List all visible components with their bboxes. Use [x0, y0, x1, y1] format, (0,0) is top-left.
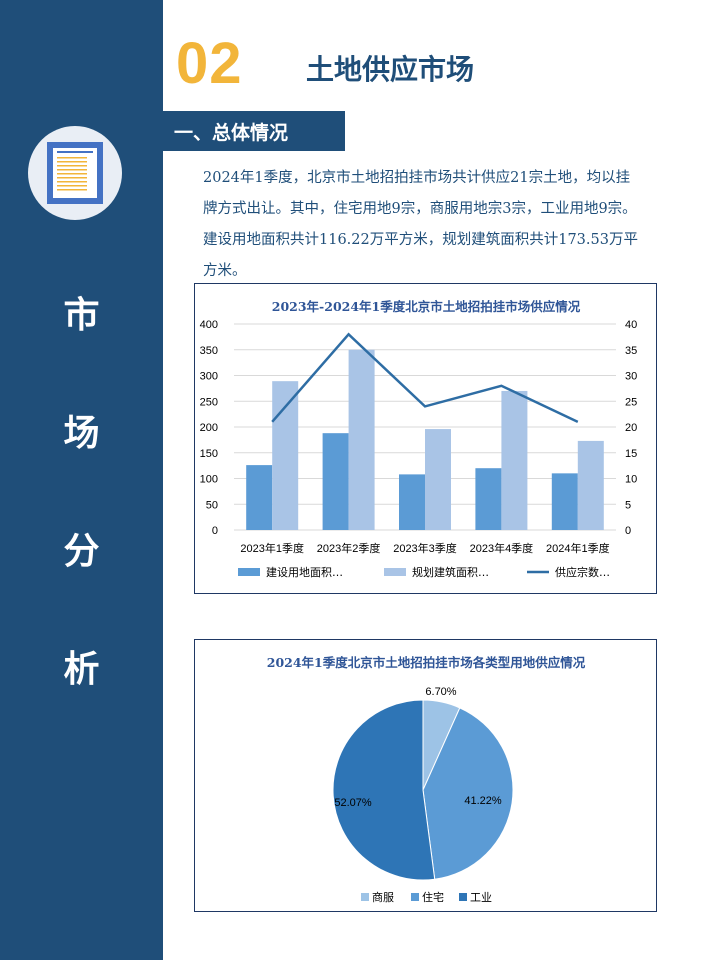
sidebar-char-2: 场	[63, 413, 100, 454]
pie-data-label: 6.70%	[425, 686, 456, 698]
y-right-tick-label: 35	[625, 345, 637, 357]
pie-legend-swatch	[411, 893, 419, 901]
x-tick-label: 2024年1季度	[546, 541, 610, 555]
x-tick-label: 2023年3季度	[393, 541, 457, 555]
y-right-tick-label: 10	[625, 474, 637, 486]
section-number: 02	[176, 31, 243, 96]
document-icon	[47, 142, 103, 204]
summary-paragraph: 2024年1季度，北京市土地招拍挂市场共计供应21宗土地，均以挂牌方式出让。其中…	[203, 170, 638, 279]
y-right-tick-label: 25	[625, 396, 637, 408]
chart-title: 2023年-2024年1季度北京市土地招拍挂市场供应情况	[272, 299, 581, 314]
bar	[577, 440, 604, 530]
legend-swatch	[238, 568, 260, 576]
bar	[399, 474, 425, 530]
y-right-tick-label: 5	[625, 499, 631, 511]
y-left-tick-label: 400	[200, 319, 218, 331]
y-right-tick-label: 40	[625, 319, 637, 331]
land-type-pie-chart: 2024年1季度北京市土地招拍挂市场各类型用地供应情况 6.70% 41.22% 52…	[194, 639, 657, 912]
y-left-tick-label: 150	[200, 448, 218, 460]
y-left-tick-label: 200	[200, 422, 218, 434]
supply-combo-chart: 2023年-2024年1季度北京市土地招拍挂市场供应情况 0 50 100 150 200…	[194, 283, 657, 594]
bar	[246, 465, 273, 530]
y-right-tick-label: 15	[625, 448, 637, 460]
legend-label: 规划建筑面积…	[412, 565, 489, 579]
bar	[551, 473, 578, 530]
pie-chart-svg: 2024年1季度北京市土地招拍挂市场各类型用地供应情况 6.70% 41.22% 52…	[267, 655, 586, 904]
pie-legend-label: 住宅	[422, 890, 444, 904]
y-left-tick-label: 250	[200, 396, 218, 408]
legend-label: 供应宗数…	[555, 565, 610, 579]
subheading-bar	[163, 111, 345, 151]
legend-label: 建设用地面积…	[266, 565, 343, 579]
legend-swatch	[384, 568, 406, 576]
y-left-tick-label: 100	[200, 474, 218, 486]
pie-legend-label: 工业	[470, 891, 492, 904]
sidebar: 市 场 分 析	[0, 0, 163, 960]
sidebar-char-3: 分	[63, 531, 100, 572]
sidebar-char-1: 市	[63, 295, 100, 336]
section-title: 土地供应市场	[306, 53, 475, 86]
pie-slice	[422, 707, 514, 880]
x-tick-label: 2023年4季度	[470, 541, 534, 555]
y-right-tick-label: 20	[625, 422, 637, 434]
x-tick-label: 2023年2季度	[317, 541, 381, 555]
bar	[425, 429, 451, 530]
pie-legend-swatch	[459, 893, 467, 901]
x-tick-label: 2023年1季度	[240, 541, 304, 555]
y-left-tick-label: 300	[200, 371, 218, 383]
series-line	[271, 332, 579, 423]
pie-slice	[332, 699, 436, 881]
pie-legend-swatch	[361, 893, 369, 901]
y-left-tick-label: 50	[206, 499, 218, 511]
y-right-tick-label: 0	[625, 525, 631, 537]
pie-title: 2024年1季度北京市土地招拍挂市场各类型用地供应情况	[267, 655, 586, 670]
document-icon-badge	[28, 126, 122, 220]
bar	[501, 390, 528, 530]
bar	[348, 349, 375, 530]
bar	[322, 433, 349, 530]
bar	[272, 381, 299, 530]
y-right-tick-label: 30	[625, 371, 637, 383]
y-left-tick-label: 0	[212, 525, 218, 537]
bar	[475, 468, 502, 530]
pie-data-label: 52.07%	[334, 797, 372, 809]
subheading: 一、总体情况	[174, 122, 289, 144]
combo-chart-svg: 2023年-2024年1季度北京市土地招拍挂市场供应情况050100150200…	[200, 299, 638, 579]
sidebar-char-4: 析	[63, 649, 100, 690]
y-left-tick-label: 350	[200, 345, 218, 357]
pie-data-label: 41.22%	[464, 795, 502, 807]
pie-legend-label: 商服	[372, 890, 394, 904]
